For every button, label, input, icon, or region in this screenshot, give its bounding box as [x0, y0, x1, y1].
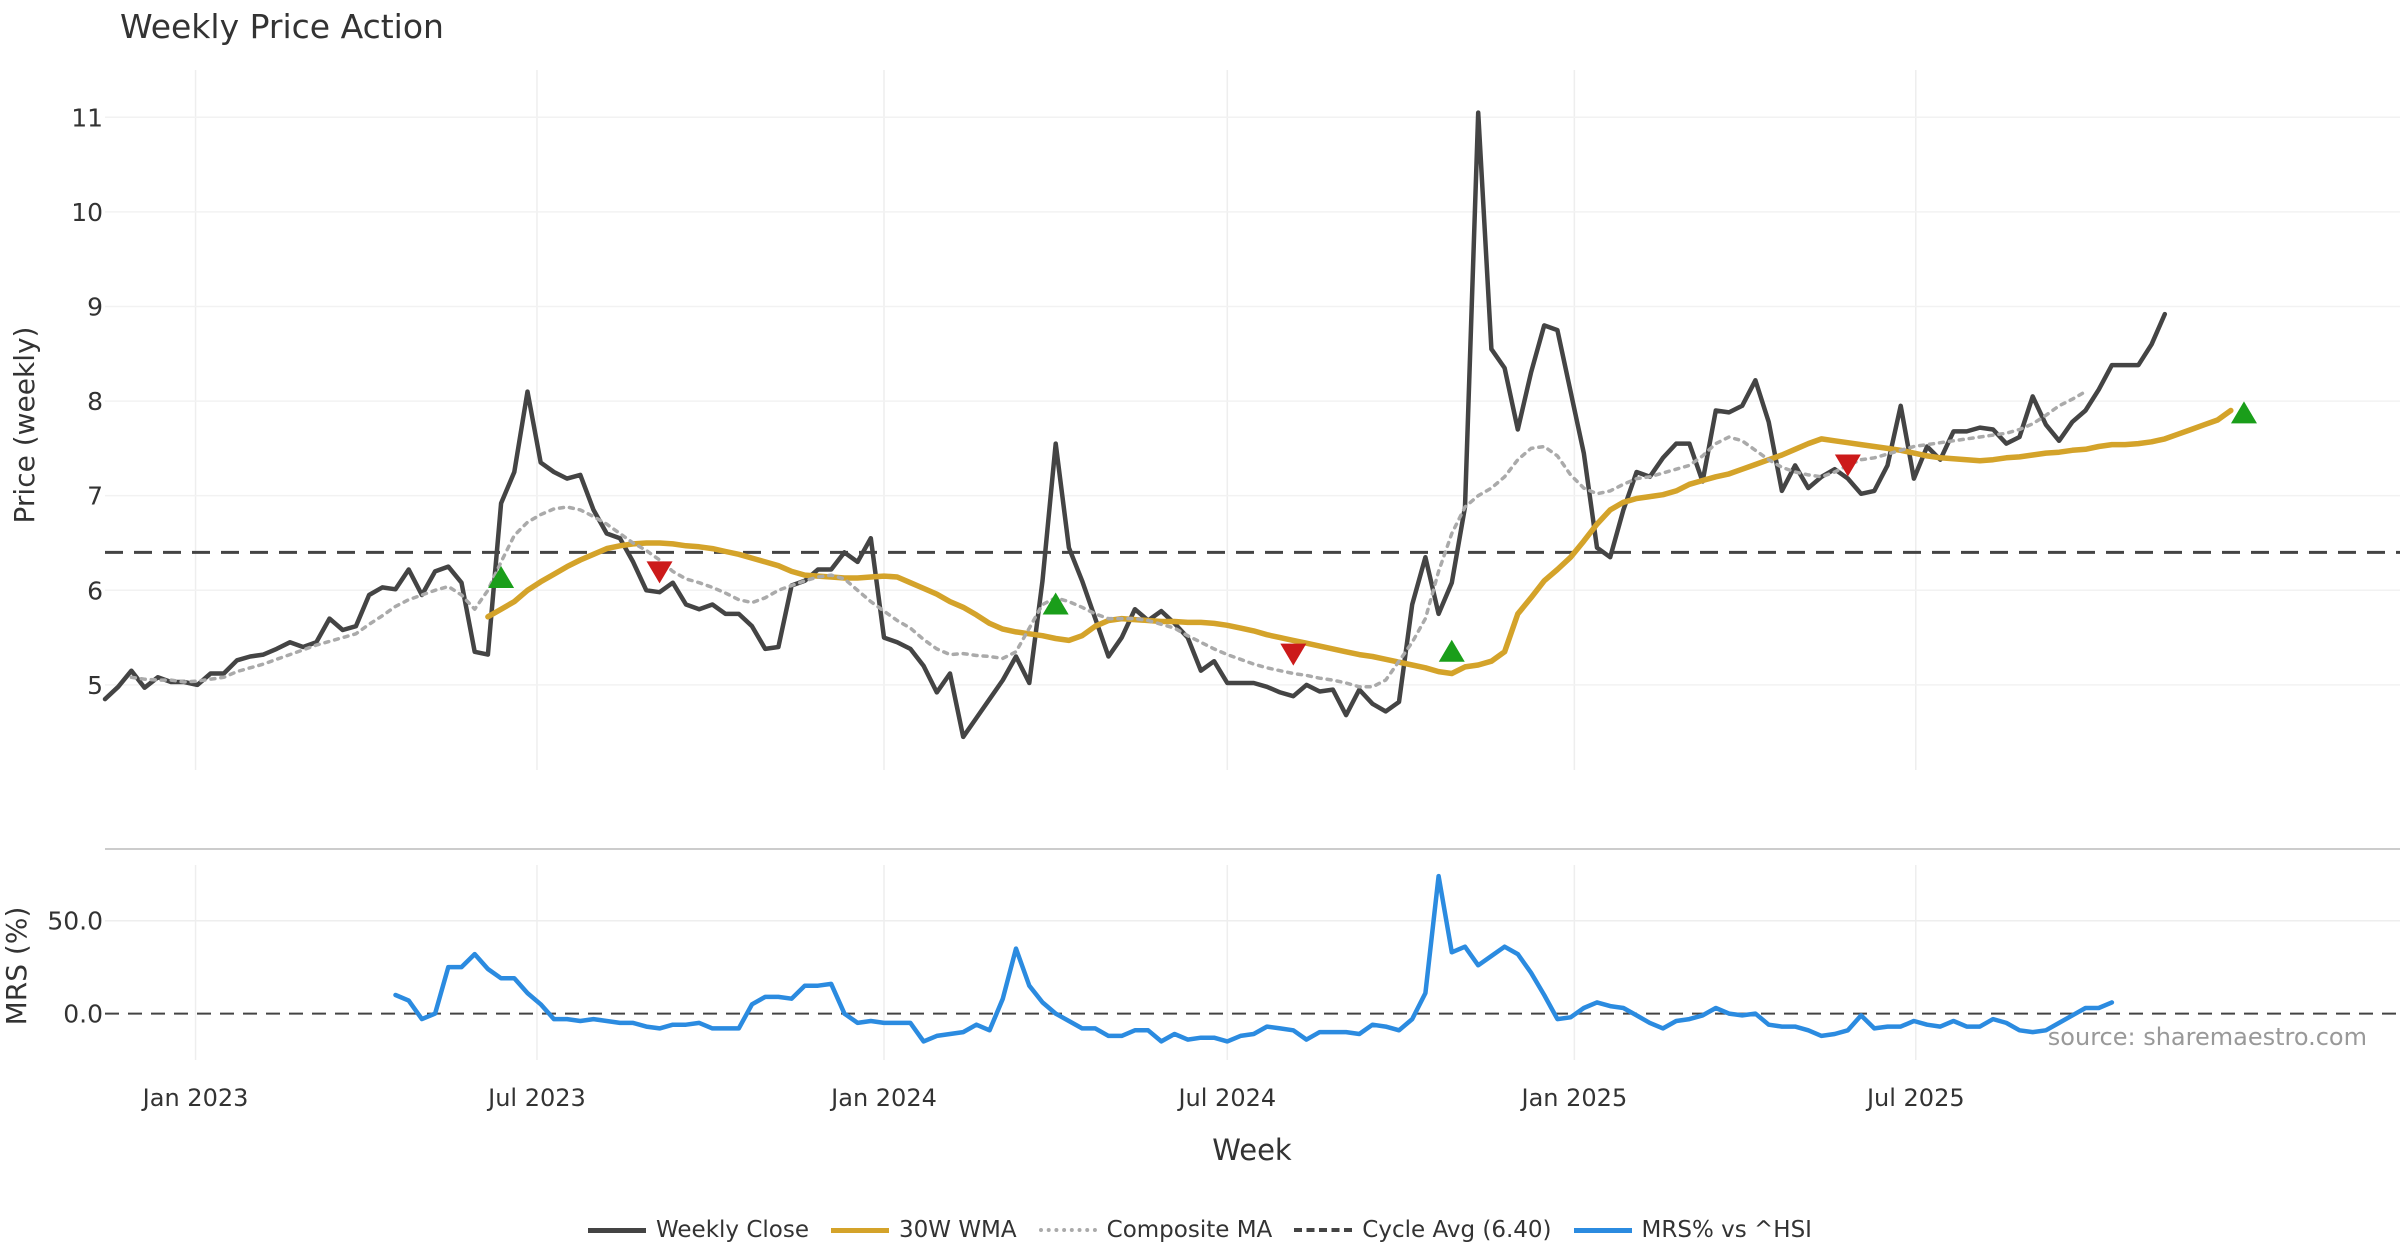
price-y-tick-label: 8	[87, 387, 103, 416]
legend-item: Composite MA	[1038, 1217, 1273, 1243]
legend-label: 30W WMA	[899, 1217, 1017, 1243]
mrs-y-tick-label: 0.0	[63, 1000, 103, 1029]
x-tick-label: Jan 2025	[1520, 1084, 1628, 1112]
price-y-tick-label: 5	[87, 671, 103, 700]
legend-swatch	[588, 1227, 647, 1233]
mrs-axis-label: MRS (%)	[0, 907, 33, 1026]
buy-signal-marker	[488, 565, 515, 588]
chart-title: Weekly Price Action	[120, 7, 444, 46]
source-note: source: sharemaestro.com	[2048, 1023, 2367, 1051]
plot-series	[102, 110, 2234, 1044]
legend-swatch	[1573, 1227, 1632, 1233]
legend-item: MRS% vs ^HSI	[1573, 1217, 1812, 1243]
buy-signal-marker	[2230, 401, 2257, 424]
x-axis-label: Week	[1212, 1133, 1292, 1167]
legend-item: Cycle Avg (6.40)	[1294, 1217, 1552, 1243]
reference-lines	[105, 550, 2400, 1015]
legend-label: Weekly Close	[656, 1217, 809, 1243]
x-tick-label: Jul 2023	[486, 1084, 586, 1112]
mrs-vs-hsi-line	[393, 873, 2115, 1044]
axis-ticks: Jan 2023 Jul 2023 Jan 2024 Jul 2024 Jan 2025…	[47, 103, 1964, 1112]
price-y-tick-label: 10	[71, 198, 103, 227]
legend: Weekly Close 30W WMA Composite MA Cycle Avg…	[0, 1212, 2400, 1248]
legend-item: 30W WMA	[831, 1217, 1017, 1243]
legend-item: Weekly Close	[588, 1217, 809, 1243]
weekly-close-line	[102, 110, 2168, 740]
sell-signal-marker	[1280, 643, 1307, 666]
price-axis-label: Price (weekly)	[8, 327, 41, 524]
x-tick-label: Jan 2024	[829, 1084, 937, 1112]
price-y-tick-label: 9	[87, 292, 103, 321]
x-tick-label: Jan 2023	[141, 1084, 249, 1112]
buy-signal-marker	[1438, 639, 1465, 662]
buy-signal-marker	[1042, 592, 1069, 615]
price-y-tick-label: 6	[87, 576, 103, 605]
legend-swatch	[831, 1227, 889, 1233]
legend-swatch	[1294, 1228, 1353, 1232]
30w-wma-line	[485, 407, 2234, 677]
x-tick-label: Jul 2024	[1176, 1084, 1276, 1112]
price-y-tick-label: 7	[87, 482, 103, 511]
sell-signal-marker	[1834, 454, 1861, 477]
price-y-tick-label: 11	[71, 103, 103, 132]
sell-signal-marker	[646, 561, 673, 584]
legend-swatch	[1038, 1228, 1097, 1232]
composite-ma-line	[129, 389, 2088, 689]
legend-label: MRS% vs ^HSI	[1641, 1217, 1812, 1243]
x-tick-label: Jul 2025	[1865, 1084, 1965, 1112]
legend-label: Cycle Avg (6.40)	[1362, 1217, 1552, 1243]
signal-markers	[488, 401, 2257, 666]
mrs-y-tick-label: 50.0	[47, 907, 103, 936]
legend-label: Composite MA	[1106, 1217, 1273, 1243]
